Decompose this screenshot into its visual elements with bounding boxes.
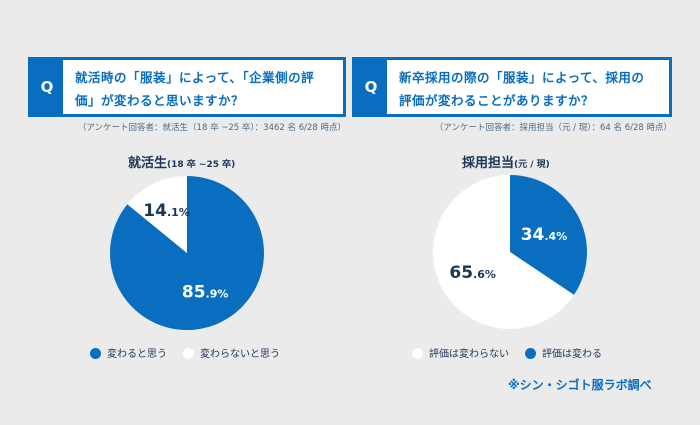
legend-label: 変わらないと思う [200,349,280,360]
data-label: 65.6% [449,263,496,283]
pie-slice [109,176,264,330]
data-label: 14.1% [143,201,190,221]
data-label: 34.4% [521,225,568,245]
survey-note: （アンケート回答者：就活生（18 卒 ~25 卒）：3462 名 6/28 時点… [77,123,346,133]
chart-title-2: 採用担当(元 / 現) [462,152,550,171]
legend-swatch [412,348,423,359]
question-text: 新卒採用の際の「服装」によって、採用の評価が変わることがありますか？ [399,70,645,108]
legend-label: 変わると思う [107,349,167,360]
legend-2: 評価は変わらない 評価は変わる [412,345,602,360]
data-label: 85.9% [182,282,229,302]
chart-subtitle: (18 卒 ~25 卒) [167,160,236,170]
q-badge: Q [31,60,63,114]
chart-title-1: 就活生(18 卒 ~25 卒) [128,152,235,171]
legend-item: 評価は変わる [525,345,602,360]
pie-slice [510,175,587,295]
legend-swatch [525,348,536,359]
legend-swatch [183,348,194,359]
question-text: 就活時の「服装」によって、「企業側の評価」が変わると思いますか？ [75,70,315,108]
chart-title-text: 就活生 [128,156,168,171]
chart-subtitle: (元 / 現) [514,160,550,170]
legend-swatch [90,348,101,359]
question-box-1: Q 就活時の「服装」によって、「企業側の評価」が変わると思いますか？ [28,57,346,117]
legend-1: 変わると思う 変わらないと思う [90,345,280,360]
legend-label: 評価は変わる [542,349,602,360]
legend-label: 評価は変わらない [429,349,509,360]
question-box-2: Q 新卒採用の際の「服装」によって、採用の評価が変わることがありますか？ [352,57,672,117]
legend-item: 変わると思う [90,345,167,360]
survey-note: （アンケート回答者：採用担当（元 / 現）：64 名 6/28 時点） [434,123,672,133]
pie-slice [432,175,574,329]
pie-slice [127,176,187,253]
legend-item: 評価は変わらない [412,345,509,360]
chart-title-text: 採用担当 [462,156,515,171]
legend-item: 変わらないと思う [183,345,280,360]
source-credit: ※シン・シゴト服ラボ調べ [508,378,652,392]
q-badge: Q [355,60,387,114]
